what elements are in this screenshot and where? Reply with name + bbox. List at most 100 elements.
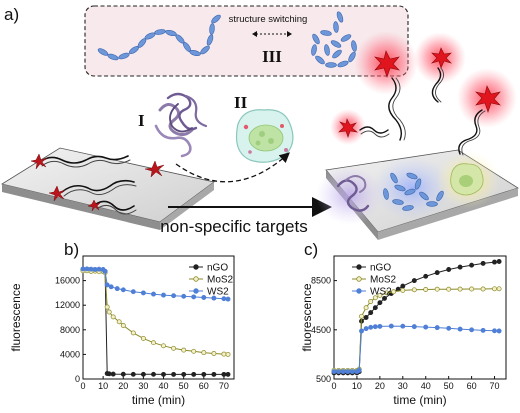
y-tick-label: 16000 bbox=[55, 276, 80, 286]
data-point-WS2 bbox=[96, 266, 102, 272]
legend-label-MoS2: MoS2 bbox=[370, 275, 397, 286]
data-point-WS2 bbox=[114, 286, 120, 292]
data-point-nGO bbox=[363, 315, 369, 320]
double-arrow bbox=[252, 31, 292, 37]
data-point-WS2 bbox=[480, 327, 486, 333]
legend-swatch-marker bbox=[356, 276, 362, 282]
data-point-WS2 bbox=[201, 295, 207, 300]
legend-swatch-marker bbox=[356, 288, 362, 294]
data-point-WS2 bbox=[102, 268, 108, 274]
structure-switching-label: structure switching bbox=[229, 14, 308, 25]
data-point-WS2 bbox=[108, 284, 114, 290]
data-point-WS2 bbox=[363, 326, 369, 332]
data-point-nGO bbox=[372, 305, 378, 311]
x-tick-label: 40 bbox=[159, 381, 169, 391]
data-point-nGO bbox=[400, 283, 406, 289]
legend-swatch-marker bbox=[356, 264, 362, 270]
y-tick-label: 4000 bbox=[60, 349, 80, 359]
data-point-nGO bbox=[457, 264, 463, 270]
data-point-MoS2 bbox=[181, 347, 187, 353]
data-point-MoS2 bbox=[171, 345, 177, 351]
data-point-MoS2 bbox=[400, 287, 406, 293]
data-point-WS2 bbox=[161, 292, 166, 298]
data-point-WS2 bbox=[492, 328, 497, 334]
cell-icon bbox=[235, 109, 294, 163]
data-point-WS2 bbox=[340, 369, 346, 375]
data-point-MoS2 bbox=[130, 330, 136, 336]
data-point-WS2 bbox=[181, 293, 187, 299]
legend-swatch-marker bbox=[193, 276, 199, 282]
data-point-WS2 bbox=[400, 323, 406, 329]
data-point-WS2 bbox=[331, 369, 337, 375]
x-tick-label: 70 bbox=[219, 381, 229, 391]
x-tick-label: 30 bbox=[138, 381, 148, 391]
data-point-MoS2 bbox=[368, 299, 374, 304]
data-point-MoS2 bbox=[161, 343, 166, 349]
data-point-nGO bbox=[161, 371, 166, 377]
data-point-WS2 bbox=[496, 328, 502, 334]
data-point-nGO bbox=[211, 371, 217, 377]
data-point-nGO bbox=[496, 259, 502, 264]
data-point-nGO bbox=[120, 371, 126, 377]
data-point-nGO bbox=[469, 262, 475, 268]
y-tick-label: 0 bbox=[75, 374, 80, 384]
right-protein-icon bbox=[336, 175, 370, 212]
data-point-MoS2 bbox=[104, 304, 110, 310]
x-tick-label: 40 bbox=[421, 381, 431, 391]
data-point-nGO bbox=[377, 300, 383, 306]
data-point-nGO bbox=[191, 371, 197, 377]
data-point-WS2 bbox=[80, 266, 86, 272]
data-point-MoS2 bbox=[377, 292, 383, 298]
data-point-WS2 bbox=[211, 295, 217, 301]
x-tick-label: 70 bbox=[490, 381, 500, 391]
panel-a: a) structure switchi bbox=[0, 5, 519, 240]
x-tick-label: 20 bbox=[375, 381, 385, 391]
x-tick-label: 30 bbox=[398, 381, 408, 391]
data-point-MoS2 bbox=[434, 286, 440, 292]
data-point-WS2 bbox=[191, 294, 197, 300]
data-point-WS2 bbox=[377, 323, 383, 329]
data-point-WS2 bbox=[411, 324, 417, 330]
data-point-MoS2 bbox=[221, 351, 227, 357]
numeral-three: III bbox=[262, 47, 282, 66]
legend-label-nGO: nGO bbox=[207, 263, 228, 274]
data-point-WS2 bbox=[469, 327, 475, 333]
data-point-WS2 bbox=[140, 290, 146, 296]
data-point-WS2 bbox=[368, 324, 374, 330]
non-specific-targets-label: non-specific targets bbox=[160, 217, 307, 236]
y-axis-title: fluorescence bbox=[9, 283, 23, 351]
data-point-WS2 bbox=[120, 287, 126, 293]
panel-c-letter: c) bbox=[304, 240, 318, 259]
panel-a-letter: a) bbox=[4, 5, 19, 24]
panel-c: c) 0 10 20 30 40 50 60 70 500 4500 8500 time (min) f… bbox=[300, 240, 507, 407]
legend-label-WS2: WS2 bbox=[370, 287, 392, 298]
data-point-MoS2 bbox=[363, 305, 369, 311]
data-point-WS2 bbox=[349, 369, 355, 375]
x-tick-label: 50 bbox=[179, 381, 189, 391]
x-axis-title: time (min) bbox=[132, 393, 185, 407]
x-tick-label: 10 bbox=[98, 381, 108, 391]
data-point-WS2 bbox=[423, 324, 429, 330]
data-point-WS2 bbox=[104, 282, 110, 288]
x-tick-label: 10 bbox=[352, 381, 362, 391]
data-point-WS2 bbox=[457, 326, 463, 332]
data-point-nGO bbox=[140, 371, 146, 377]
data-point-WS2 bbox=[434, 325, 440, 331]
data-point-MoS2 bbox=[359, 313, 364, 319]
data-point-MoS2 bbox=[110, 314, 116, 320]
chart-b: 0 10 20 30 40 50 60 70 0 4000 8000 12000 16000 time (… bbox=[9, 255, 235, 407]
y-tick-label: 4500 bbox=[311, 325, 331, 335]
released-dyes bbox=[330, 31, 517, 156]
data-point-WS2 bbox=[388, 323, 394, 329]
data-point-nGO bbox=[110, 371, 116, 377]
y-tick-label: 8500 bbox=[311, 276, 331, 286]
data-point-WS2 bbox=[372, 324, 378, 330]
data-point-nGO bbox=[411, 278, 417, 284]
data-point-MoS2 bbox=[446, 286, 452, 292]
panel-b-letter: b) bbox=[64, 240, 79, 259]
plot-frame bbox=[82, 255, 235, 380]
data-point-MoS2 bbox=[457, 286, 463, 292]
x-tick-label: 60 bbox=[467, 381, 477, 391]
data-point-MoS2 bbox=[496, 286, 502, 292]
data-point-nGO bbox=[225, 371, 231, 377]
